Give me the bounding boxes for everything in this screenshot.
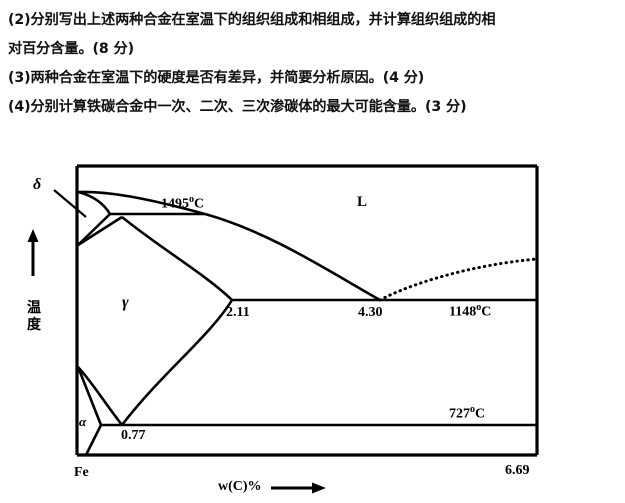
cementite-liquidus-dotted bbox=[378, 257, 539, 302]
phase-label-alpha: α bbox=[79, 414, 87, 429]
phase-label-gamma: γ bbox=[122, 294, 129, 311]
temp-value-727: 727 bbox=[449, 406, 470, 422]
composition-label-430: 4.30 bbox=[358, 305, 383, 320]
y-axis-title-char-1: 温 bbox=[27, 300, 41, 316]
y-axis-title: 温 度 bbox=[25, 300, 43, 334]
peritectic-region bbox=[77, 190, 206, 247]
acm-line bbox=[120, 299, 234, 426]
temp-value-1148: 1148 bbox=[449, 304, 477, 320]
temp-value-1495: 1495 bbox=[161, 196, 189, 212]
alpha-gamma-boundary bbox=[76, 366, 103, 426]
x-axis-end-label: 6.69 bbox=[505, 463, 530, 478]
temperature-label-eutectic: 1148oC bbox=[449, 302, 492, 320]
phase-diagram-svg bbox=[27, 164, 539, 494]
temperature-label-peritectic: 1495oC bbox=[161, 194, 205, 212]
phase-label-liquid: L bbox=[357, 194, 368, 210]
composition-label-077: 0.77 bbox=[121, 428, 146, 443]
x-axis-arrow-icon bbox=[271, 482, 326, 494]
liquidus-curve bbox=[204, 212, 381, 302]
x-axis-origin-label: Fe bbox=[74, 465, 89, 480]
question-line-4: (4)分别计算铁碳合金中一次、二次、三次渗碳体的最大可能含量。(3 分) bbox=[8, 99, 467, 115]
delta-leader-line bbox=[53, 189, 87, 218]
y-axis-title-char-2: 度 bbox=[27, 317, 41, 333]
question-line-2: 对百分含量。(8 分) bbox=[8, 41, 134, 57]
solidus-curve bbox=[121, 215, 233, 301]
temperature-label-eutectoid: 727oC bbox=[449, 404, 486, 422]
y-axis-arrow-icon bbox=[27, 229, 39, 276]
degree-symbol: o bbox=[476, 302, 482, 313]
question-text-block: (2)分别写出上述两种合金在室温下的组织组成和相组成，并计算组织组成的相 对百分… bbox=[8, 6, 616, 122]
degree-symbol: o bbox=[470, 404, 476, 415]
alpha-solvus bbox=[84, 424, 103, 456]
composition-label-211: 2.11 bbox=[226, 305, 250, 320]
question-line-1: (2)分别写出上述两种合金在室温下的组织组成和相组成，并计算组织组成的相 bbox=[8, 12, 496, 28]
x-axis-title: w(C)% bbox=[218, 479, 262, 494]
question-line-3: (3)两种合金在室温下的硬度是否有差异，并简要分析原因。(4 分) bbox=[8, 70, 425, 86]
degree-symbol: o bbox=[189, 194, 195, 205]
a3-line bbox=[77, 366, 124, 426]
fe-c-phase-diagram: δ γ α L 1495oC 1148oC 727oC 2.11 4.30 0.… bbox=[0, 150, 625, 503]
phase-label-delta: δ bbox=[33, 176, 42, 193]
diagram-frame bbox=[75, 164, 539, 457]
